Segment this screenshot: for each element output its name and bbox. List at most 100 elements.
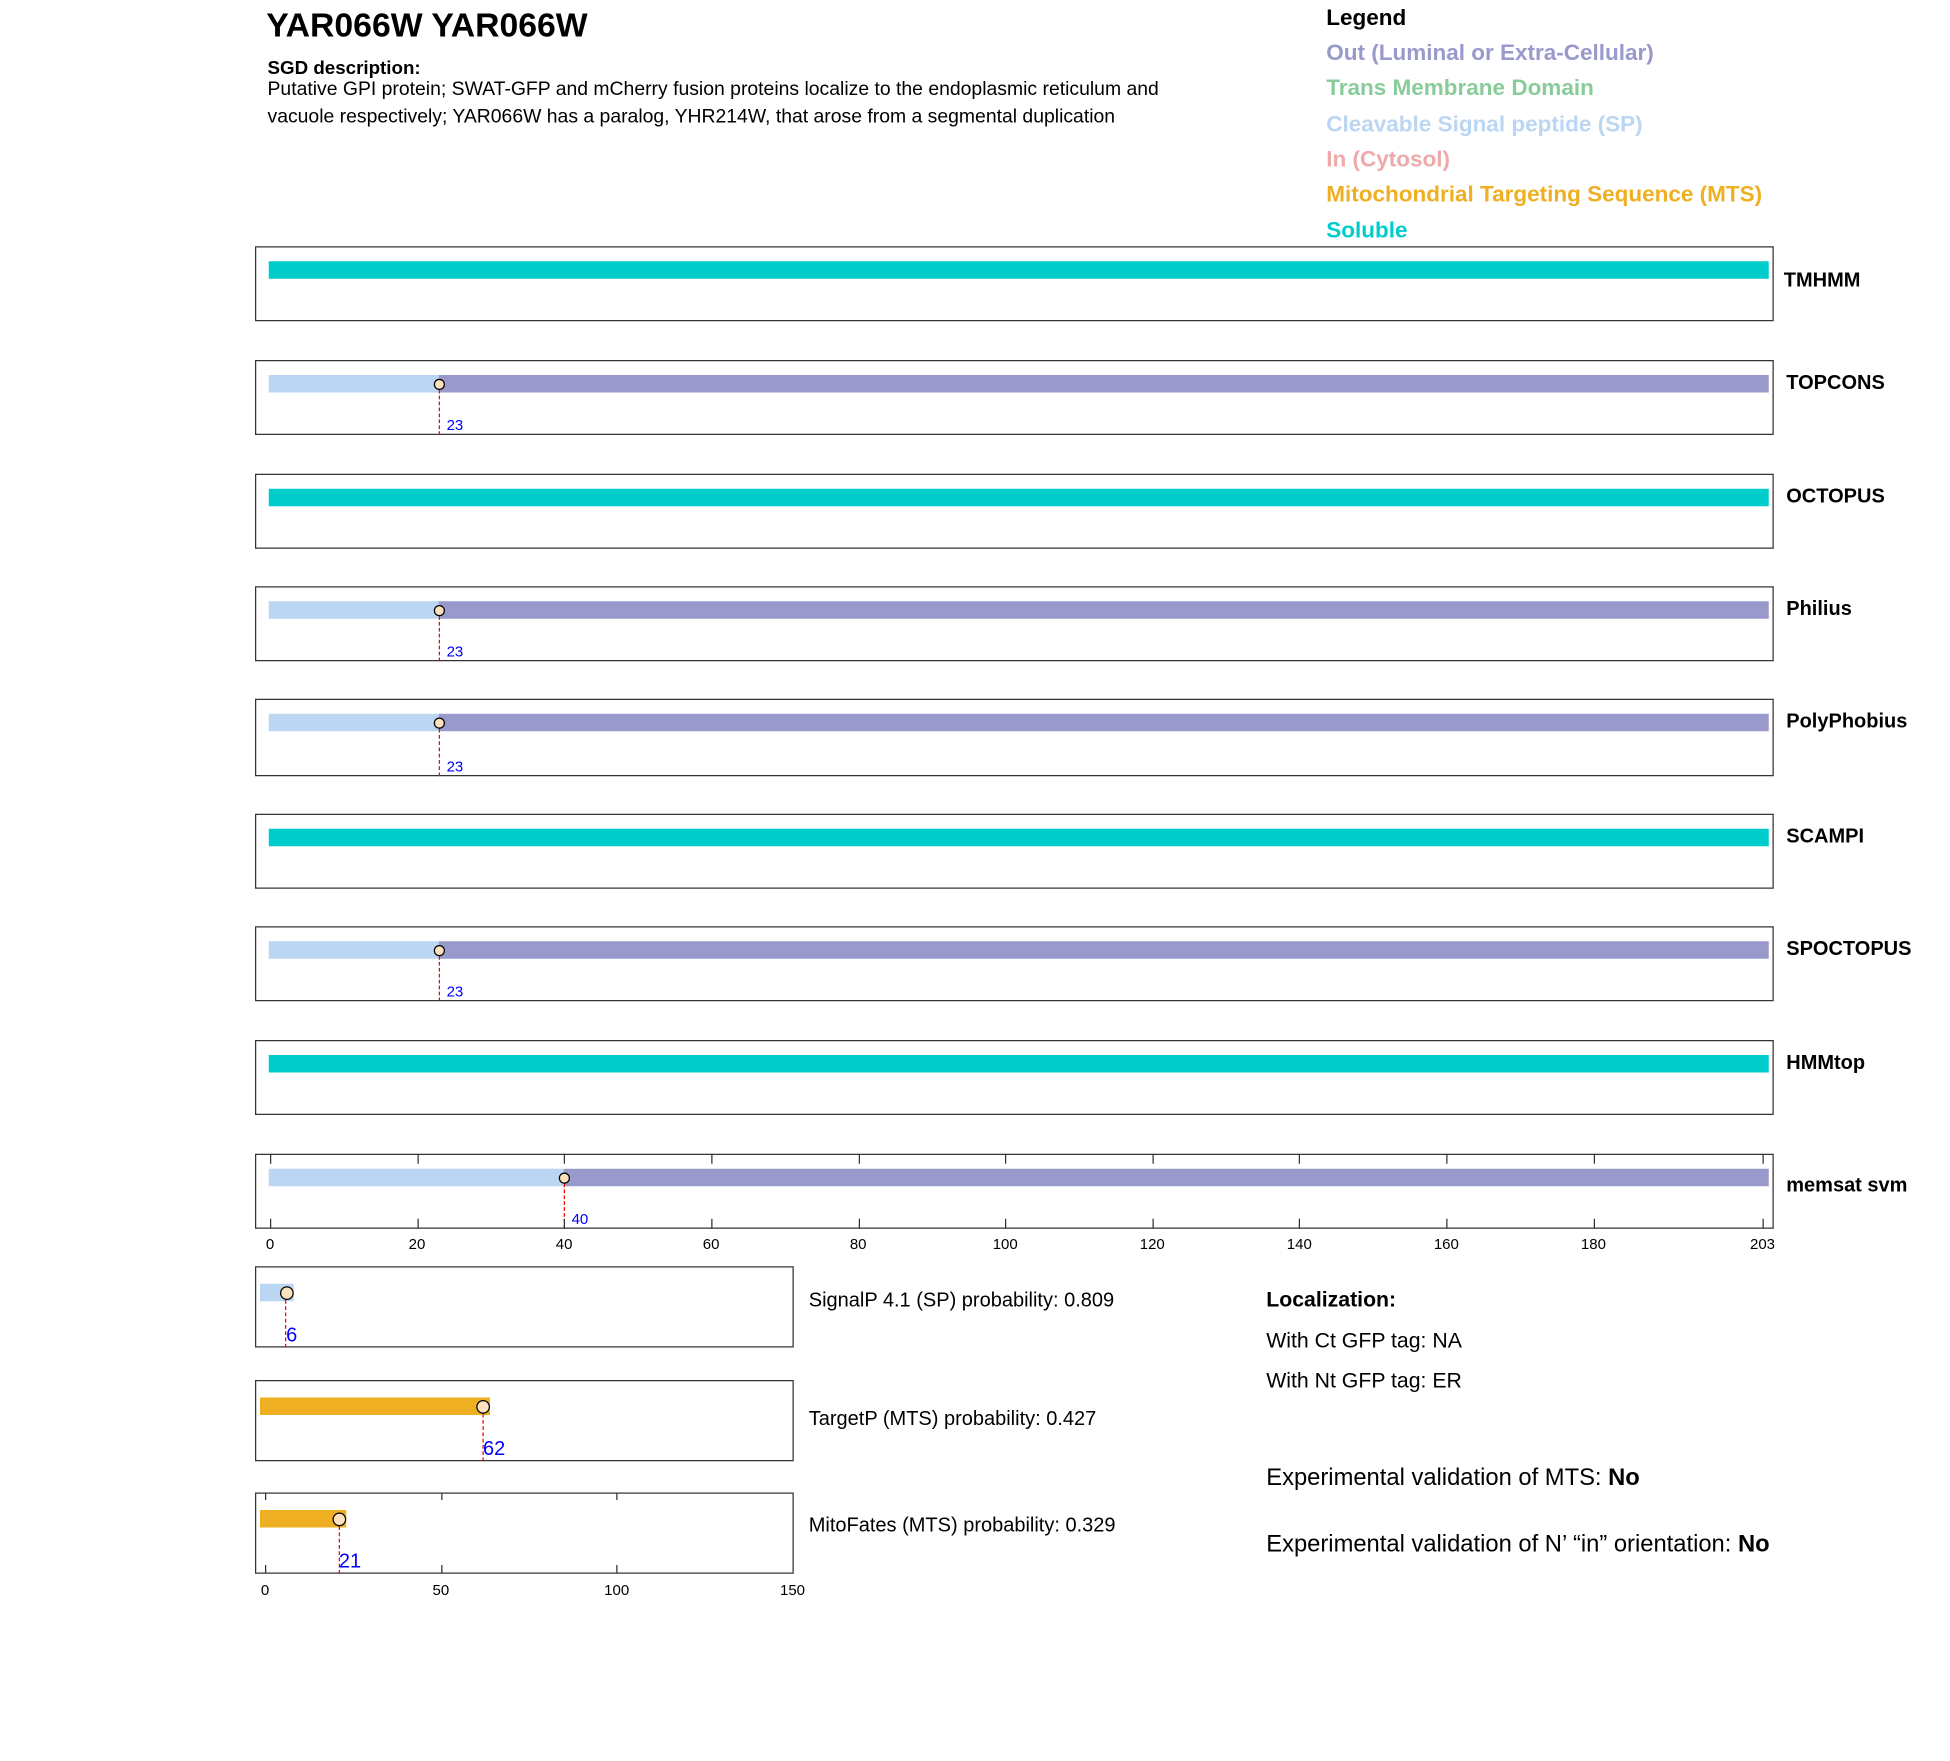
cleavage-line	[438, 383, 440, 435]
axis-tick	[1299, 1218, 1301, 1229]
cleavage-marker	[433, 604, 445, 616]
target-marker-line	[338, 1520, 340, 1574]
page-title: YAR066W YAR066W	[266, 6, 588, 44]
axis-tick	[1005, 1218, 1007, 1229]
track-label: TOPCONS	[1786, 372, 1885, 394]
cleavage-marker	[433, 378, 445, 390]
axis-tick	[440, 1492, 443, 1500]
segment-bar-sp	[268, 713, 440, 732]
segment-bar-soluble	[268, 488, 1769, 507]
track-label: HMMtop	[1786, 1052, 1866, 1074]
axis-tick	[1299, 1153, 1301, 1164]
cleavage-line	[438, 950, 440, 1002]
axis-tick	[1593, 1218, 1595, 1229]
segment-bar-soluble	[268, 1055, 1769, 1073]
track-label: Philius	[1786, 598, 1852, 620]
axis-tick-label: 160	[1433, 1235, 1459, 1253]
target-panel-signalp	[255, 1266, 794, 1348]
axis-tick	[711, 1153, 713, 1164]
sgd-description-line: vacuole respectively; YAR066W has a para…	[267, 106, 1116, 128]
track-panel-spoctopus	[255, 926, 1774, 1002]
axis-tick-label: 80	[849, 1235, 867, 1253]
cleavage-marker	[558, 1171, 570, 1184]
localization-heading: Localization:	[1266, 1287, 1397, 1312]
axis-tick	[417, 1218, 419, 1229]
mts-validation-label: Experimental validation of MTS:	[1266, 1465, 1609, 1492]
track-panel-tmhmm	[255, 246, 1774, 322]
axis-tick-label: 140	[1286, 1235, 1312, 1253]
axis-tick	[1593, 1153, 1595, 1164]
target-marker	[476, 1400, 491, 1414]
target-marker-line	[285, 1293, 287, 1348]
axis-tick	[270, 1153, 272, 1164]
n-in-validation: Experimental validation of N’ “in” orien…	[1266, 1531, 1769, 1559]
axis-tick	[1152, 1153, 1154, 1164]
cleavage-value-label: 23	[446, 642, 464, 661]
segment-bar-sp	[268, 1168, 565, 1187]
track-panel-octopus	[255, 473, 1774, 549]
n-in-validation-value: No	[1737, 1531, 1770, 1558]
track-label: OCTOPUS	[1786, 486, 1885, 508]
legend-item: In (Cytosol)	[1326, 146, 1450, 172]
track-label: PolyPhobius	[1786, 711, 1908, 733]
sgd-heading: SGD description:	[267, 57, 421, 79]
sgd-description-line: Putative GPI protein; SWAT-GFP and mCher…	[267, 78, 1159, 100]
segment-bar-out	[439, 941, 1769, 959]
track-panel-memsat-svm	[255, 1153, 1774, 1229]
axis-tick-label: 40	[555, 1235, 573, 1253]
axis-tick	[417, 1153, 419, 1164]
segment-bar-out	[439, 601, 1769, 619]
segment-bar-out	[564, 1168, 1769, 1187]
axis-tick-label: 50	[432, 1581, 450, 1599]
segment-bar-sp	[268, 601, 440, 619]
target-value-label: 21	[338, 1551, 362, 1573]
axis-tick	[564, 1153, 566, 1164]
track-label: SCAMPI	[1786, 826, 1865, 848]
nt-gfp-localization: With Nt GFP tag: ER	[1266, 1368, 1462, 1393]
target-probability-text: TargetP (MTS) probability: 0.427	[808, 1408, 1097, 1430]
cleavage-value-label: 23	[446, 982, 464, 1001]
axis-tick	[616, 1492, 618, 1500]
axis-tick	[1446, 1218, 1448, 1229]
segment-bar-sp	[268, 941, 440, 959]
axis-tick-label: 203	[1749, 1235, 1776, 1253]
track-panel-polyphobius	[255, 698, 1774, 777]
target-bar-mts	[260, 1397, 491, 1415]
target-probability-text: MitoFates (MTS) probability: 0.329	[808, 1515, 1116, 1537]
target-bar-mts	[260, 1510, 347, 1528]
mts-validation: Experimental validation of MTS: No	[1266, 1465, 1640, 1493]
axis-tick	[1762, 1218, 1764, 1229]
n-in-validation-label: Experimental validation of N’ “in” orien…	[1266, 1531, 1738, 1558]
target-marker-line	[482, 1407, 484, 1462]
axis-tick	[1446, 1153, 1448, 1164]
track-label: memsat svm	[1786, 1175, 1908, 1197]
cleavage-value-label: 40	[571, 1210, 589, 1228]
axis-tick	[1005, 1153, 1007, 1164]
axis-tick	[265, 1492, 267, 1500]
axis-tick-label: 20	[408, 1235, 426, 1253]
axis-tick	[1152, 1218, 1154, 1229]
axis-tick	[858, 1218, 860, 1229]
track-panel-philius	[255, 586, 1774, 662]
track-label: SPOCTOPUS	[1786, 938, 1912, 960]
segment-bar-sp	[268, 375, 440, 393]
axis-tick	[858, 1153, 860, 1164]
cleavage-value-label: 23	[446, 757, 464, 776]
legend-item: Soluble	[1326, 216, 1408, 242]
target-panel-mitofates	[255, 1492, 794, 1574]
segment-bar-out	[439, 713, 1769, 732]
track-panel-hmmtop	[255, 1040, 1774, 1115]
target-value-label: 6	[286, 1325, 298, 1347]
axis-tick-label: 150	[779, 1581, 806, 1599]
target-panel-targetp	[255, 1380, 794, 1462]
axis-tick	[270, 1218, 272, 1229]
axis-tick-label: 100	[992, 1235, 1018, 1253]
axis-tick	[1762, 1153, 1764, 1164]
track-panel-scampi	[255, 813, 1774, 889]
target-marker	[332, 1512, 347, 1527]
cleavage-line	[563, 1177, 565, 1229]
axis-tick-label: 100	[604, 1581, 630, 1599]
segment-bar-soluble	[268, 261, 1769, 279]
target-value-label: 62	[483, 1438, 506, 1460]
